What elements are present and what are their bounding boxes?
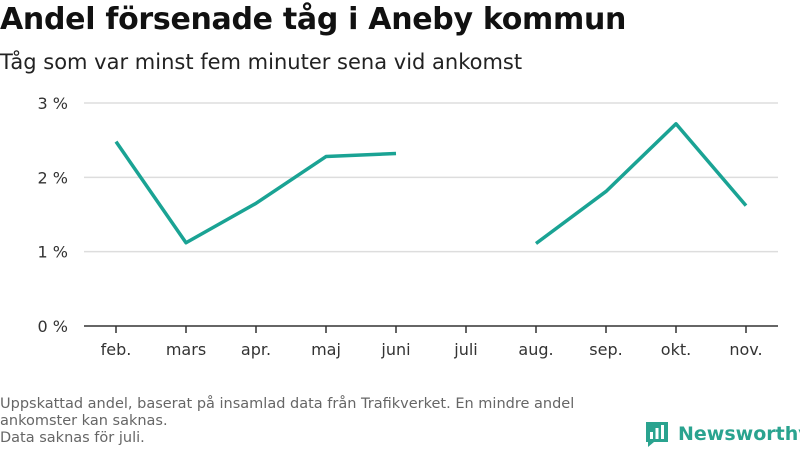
x-tick-label: okt.: [661, 340, 691, 359]
y-tick-label: 0 %: [38, 317, 68, 336]
y-tick-label: 3 %: [38, 94, 68, 113]
series-line-segment: [114, 140, 397, 245]
x-tick-label: juni: [380, 340, 410, 359]
y-tick-label: 1 %: [38, 243, 68, 262]
series-lines: [114, 122, 748, 245]
footnote-missing-data: Data saknas för juli.: [0, 430, 145, 446]
x-tick-label: aug.: [518, 340, 553, 359]
chart-subtitle: Tåg som var minst fem minuter sena vid a…: [0, 50, 523, 74]
newsworthy-logo: Newsworthy: [644, 419, 800, 449]
x-tick-label: mars: [166, 340, 206, 359]
chart-title: Andel försenade tåg i Aneby kommun: [0, 2, 627, 37]
y-tick-label: 2 %: [38, 168, 68, 187]
x-axis-tick-labels: feb. mars apr. maj juni juli aug. sep. okt. nov.: [101, 340, 763, 359]
series-line-segment: [534, 122, 748, 245]
x-tick-label: feb.: [101, 340, 132, 359]
footnote: Uppskattad andel, baserat på insamlad da…: [0, 396, 640, 447]
brand-name: Newsworthy: [678, 423, 800, 445]
x-tick-label: juli: [453, 340, 477, 359]
x-tick-label: sep.: [589, 340, 622, 359]
grid-lines: [84, 102, 778, 253]
footnote-source: Uppskattad andel, baserat på insamlad da…: [0, 396, 575, 429]
x-tick-label: nov.: [729, 340, 762, 359]
x-tick-label: apr.: [241, 340, 271, 359]
x-tick-label: maj: [311, 340, 341, 359]
y-axis-tick-labels: 0 % 1 % 2 % 3 %: [38, 94, 68, 336]
x-axis: [84, 325, 778, 333]
bar-chart-icon: [646, 422, 668, 447]
